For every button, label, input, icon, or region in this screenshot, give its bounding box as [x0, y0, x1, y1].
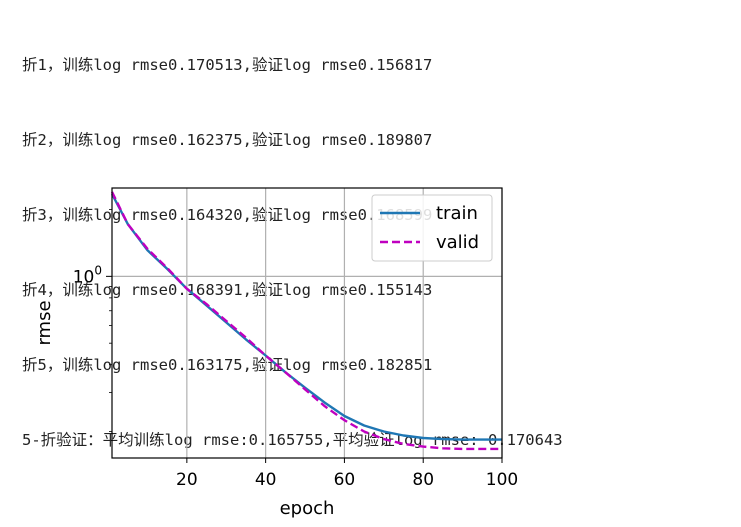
y-axis-label: rmse	[34, 300, 55, 345]
x-tick-label: 100	[486, 470, 518, 490]
legend-label-train: train	[436, 203, 478, 224]
y-tick-label-major: 100	[73, 263, 102, 287]
x-tick-label: 80	[412, 470, 434, 490]
series-line-train	[110, 193, 502, 441]
x-axis-label: epoch	[280, 498, 335, 519]
legend: train valid	[371, 194, 493, 262]
x-axis-ticks: 20 40 60 80 100	[176, 458, 518, 490]
x-tick-label: 40	[255, 470, 277, 490]
fold-1-result: 折1，训练log rmse0.170513,验证log rmse0.156817	[22, 56, 433, 74]
legend-box	[371, 194, 493, 262]
series-line-valid	[110, 191, 502, 451]
legend-label-valid: valid	[436, 232, 479, 253]
rmse-chart: 20 40 60 80 100 100 epoch rmse train valid	[34, 187, 518, 519]
y-axis-ticks	[106, 209, 112, 432]
x-tick-label: 60	[334, 470, 356, 490]
kfold-summary: 5-折验证：平均训练log rmse:0.165755,平均验证log rmse…	[22, 431, 563, 449]
y-tick-base: 10	[73, 267, 95, 287]
fold-2-result: 折2，训练log rmse0.162375,验证log rmse0.189807	[22, 131, 433, 149]
y-tick-exponent: 0	[94, 263, 102, 277]
x-tick-label: 20	[176, 470, 198, 490]
plot-frame	[111, 187, 503, 459]
series-lines	[110, 191, 502, 451]
